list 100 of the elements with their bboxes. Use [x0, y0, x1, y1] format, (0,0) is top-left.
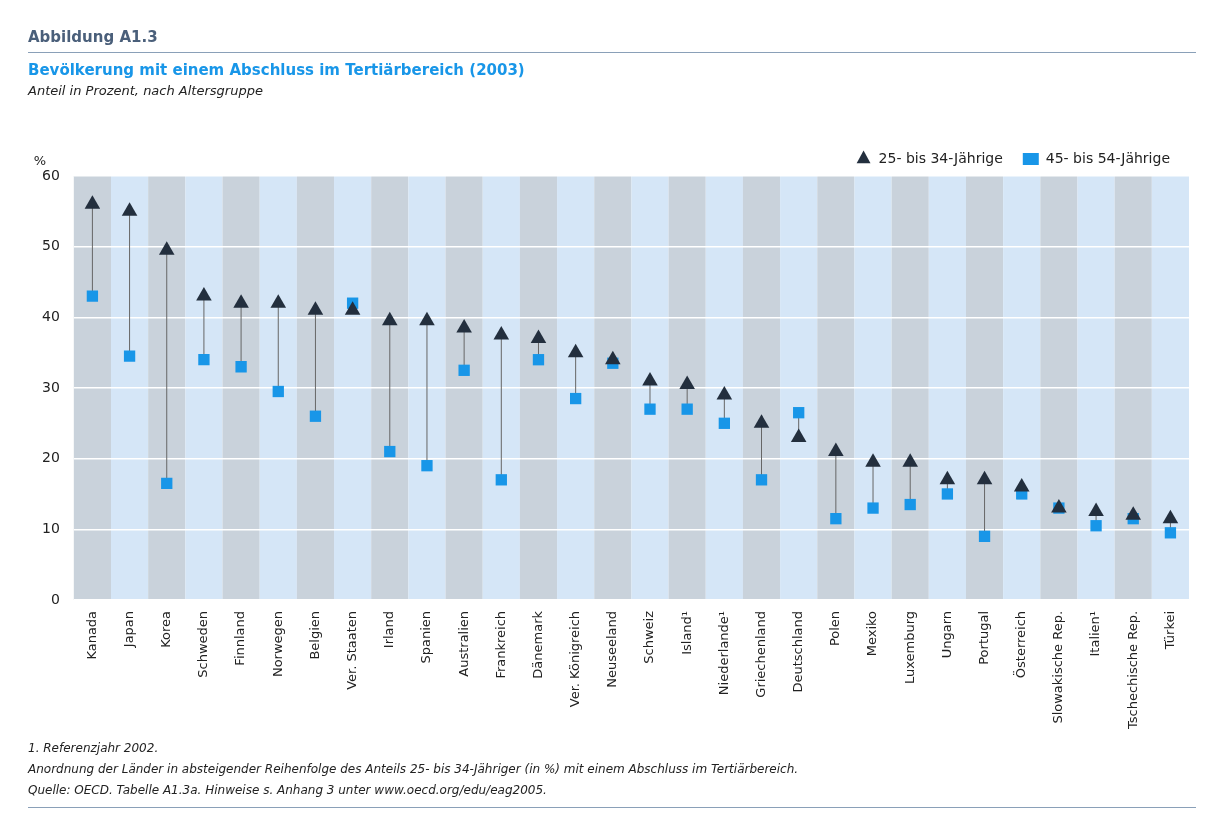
point — [867, 502, 879, 514]
text: 1. Referenzjahr 2002. — [28, 740, 160, 757]
point — [902, 453, 918, 467]
y-tick-label: 20 — [41, 449, 60, 466]
x-tick-label: Ungarn — [938, 610, 954, 659]
point — [644, 403, 656, 415]
point — [1013, 477, 1030, 492]
x-tick-label: Spanien — [418, 610, 434, 664]
point — [978, 530, 991, 542]
x-tick-label: Österreich — [1012, 610, 1029, 679]
x-tick-label: Ver. Königreich — [567, 610, 583, 708]
chart-title: Bevölkerung mit einem Abschluss im Tertiärbereich (2003) — [28, 61, 526, 79]
chart-subtitle: Anteil in Prozent, nach Altersgruppe — [28, 83, 264, 98]
x-tick-label: Luxemburg — [901, 610, 917, 685]
x-tick-label: Slowakische Rep. — [1050, 610, 1066, 724]
x-tick-label: Belgien — [306, 610, 322, 660]
x-tick-label: Polen — [827, 610, 843, 647]
x-tick-label: Japan — [120, 610, 136, 649]
x-tick-label: Neuseeland — [604, 610, 620, 688]
point — [532, 354, 545, 366]
x-tick-label: Schweiz — [641, 610, 657, 664]
point — [233, 294, 249, 308]
point — [830, 513, 842, 525]
x-tick-label: Finnland — [232, 610, 248, 666]
point — [567, 343, 584, 358]
point — [86, 290, 99, 302]
point — [716, 386, 733, 400]
x-tick-label: Kanada — [83, 610, 99, 660]
point — [307, 301, 324, 315]
point — [681, 403, 693, 415]
point — [158, 241, 175, 255]
y-tick-label: 10 — [41, 519, 60, 536]
x-tick-label: Italien¹ — [1087, 610, 1103, 657]
point — [642, 371, 658, 386]
point — [123, 350, 136, 362]
point — [1125, 506, 1142, 520]
x-tick-label: Dänemark — [529, 610, 545, 679]
x-tick-label: Australien — [455, 610, 471, 677]
point — [270, 294, 287, 308]
x-tick-label: Niederlande¹ — [715, 610, 731, 696]
source-note: Quelle: OECD. Tabelle A1.3a. Hinweise s. Anhang 3 unter www.oecd.org/edu/eag2005. — [28, 782, 548, 799]
point — [344, 301, 361, 315]
point — [309, 410, 322, 422]
point — [939, 470, 956, 485]
y-axis-title: % — [33, 153, 47, 169]
y-tick-label: 60 — [41, 166, 60, 183]
point — [1164, 527, 1177, 539]
x-tick-label: Deutschland — [790, 610, 806, 693]
x-tick-label: Griechenland — [752, 610, 768, 698]
x-tick-label: Ver. Staaten — [343, 610, 359, 690]
point — [1088, 502, 1104, 517]
y-tick-label: 0 — [50, 590, 60, 607]
point — [976, 470, 993, 485]
legend-label: 45- bis 54-Jährige — [1045, 149, 1171, 166]
point — [718, 417, 730, 429]
point — [755, 474, 768, 486]
point — [458, 364, 470, 376]
x-tick-label: Mexiko — [864, 610, 880, 657]
point — [790, 428, 807, 442]
point — [530, 329, 547, 344]
x-tick-label: Frankreich — [492, 610, 508, 679]
x-tick-label: Korea — [158, 610, 174, 648]
point — [456, 318, 472, 333]
point — [84, 195, 101, 209]
point — [493, 325, 510, 340]
point — [121, 202, 138, 216]
x-tick-label: Norwegen — [269, 610, 285, 678]
point — [941, 488, 954, 500]
x-tick-label: Irland — [381, 610, 397, 649]
x-tick-label: Schweden — [195, 610, 211, 678]
point — [421, 460, 433, 472]
point — [569, 392, 582, 405]
point — [1090, 520, 1102, 532]
y-tick-label: 50 — [41, 237, 60, 254]
point — [419, 311, 435, 326]
point — [605, 350, 621, 365]
point — [753, 414, 770, 428]
point — [1162, 509, 1179, 524]
point — [161, 477, 173, 490]
y-tick-label: 30 — [41, 378, 60, 395]
point — [384, 445, 396, 458]
point — [272, 385, 284, 398]
text: Anordnung der Länder in absteigender Reihenfolge des Anteils 25- bis 34-Jähriger (in %) mit einem Abschluss im Tertiärbereich. — [28, 761, 800, 778]
point — [865, 453, 881, 467]
point — [904, 498, 916, 511]
y-tick-label: 40 — [41, 307, 60, 324]
x-tick-label: Türkei — [1161, 610, 1177, 651]
text: Abbildung A1.3 — [28, 28, 1196, 53]
x-tick-label: Island¹ — [678, 610, 694, 655]
point — [196, 287, 212, 301]
point — [828, 442, 844, 457]
point — [679, 375, 695, 389]
x-tick-label: Tschechische Rep. — [1124, 610, 1140, 731]
point — [198, 354, 210, 366]
point — [793, 407, 805, 419]
legend-label: 25- bis 34-Jährige — [878, 149, 1003, 166]
point — [235, 361, 247, 373]
x-tick-label: Portugal — [975, 610, 991, 665]
point — [495, 474, 507, 486]
point — [381, 311, 398, 326]
